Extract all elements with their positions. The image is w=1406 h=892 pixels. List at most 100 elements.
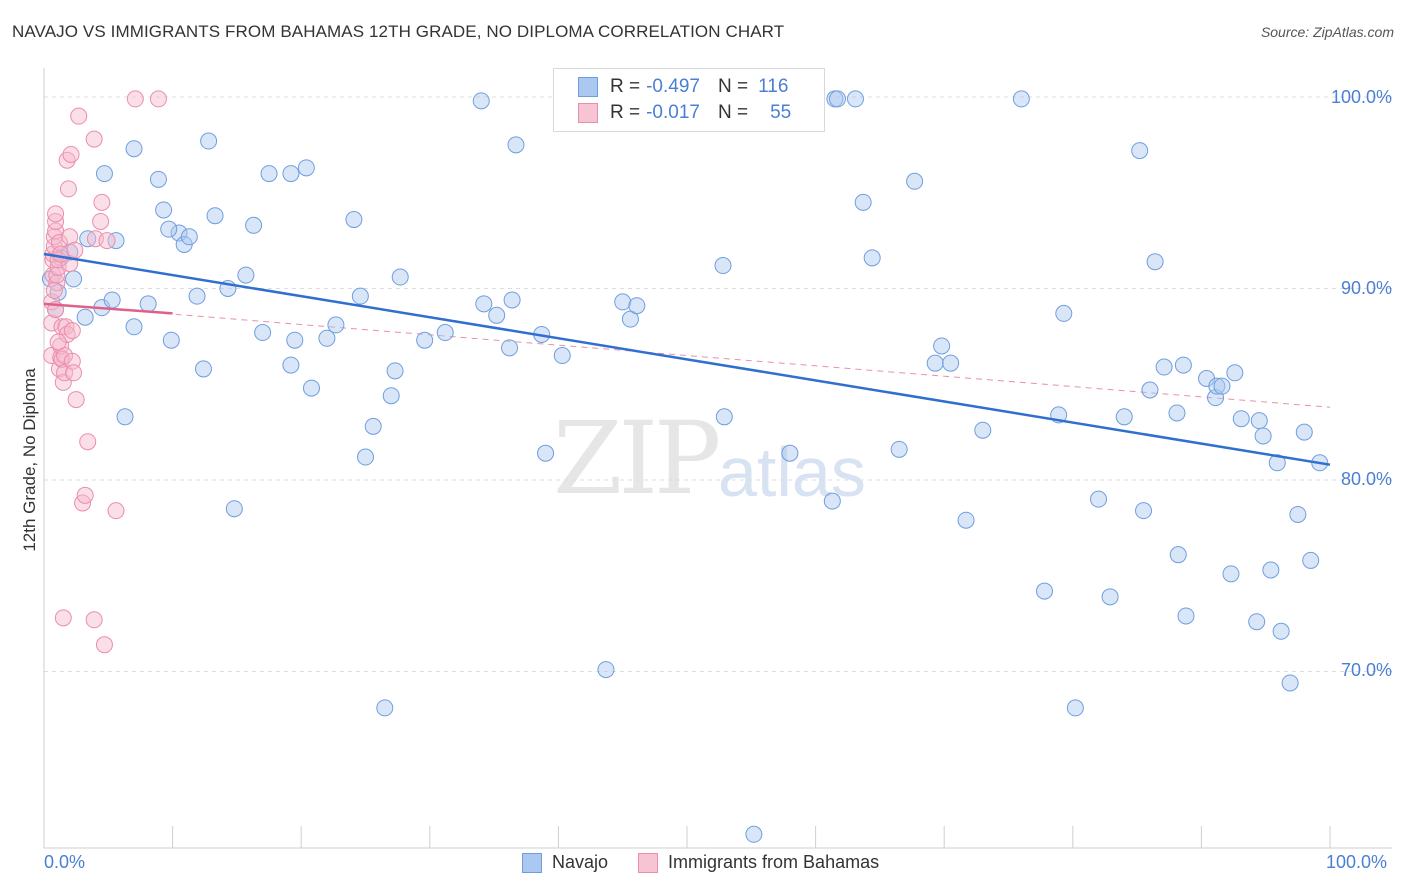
navajo-legend-swatch: [522, 852, 542, 873]
bahamas-point: [45, 281, 63, 299]
navajo-point: [351, 287, 369, 305]
bahamas-point: [70, 107, 88, 125]
bahamas-point: [85, 611, 103, 629]
navajo-point: [906, 172, 924, 190]
navajo-point: [781, 444, 799, 462]
navajo-point: [327, 316, 345, 334]
bahamas-swatch: [578, 103, 598, 123]
navajo-point: [503, 291, 521, 309]
navajo-point: [200, 132, 218, 150]
navajo-point: [116, 408, 134, 426]
stats-row-bahamas: R = -0.017 N = 55: [578, 101, 791, 125]
navajo-point: [76, 308, 94, 326]
bahamas-point: [76, 486, 94, 504]
navajo-point: [155, 201, 173, 219]
bahamas-point: [107, 502, 125, 520]
navajo-point: [416, 331, 434, 349]
navajo-point: [926, 354, 944, 372]
navajo-point: [1208, 377, 1226, 395]
navajo-point: [537, 444, 555, 462]
navajo-point: [597, 661, 615, 679]
navajo-point: [488, 306, 506, 324]
bahamas-point: [93, 193, 111, 211]
navajo-point: [933, 337, 951, 355]
navajo-point: [1135, 502, 1153, 520]
navajo-point: [890, 440, 908, 458]
navajo-point: [103, 291, 121, 309]
n-value: 55: [770, 102, 792, 123]
navajo-point: [1131, 142, 1149, 160]
y-tick-label-90: 90.0%: [1340, 278, 1392, 298]
navajo-point: [553, 347, 571, 365]
navajo-point: [260, 165, 278, 183]
navajo-point: [614, 293, 632, 311]
navajo-point: [1250, 412, 1268, 430]
watermark-atlas: atlas: [718, 433, 866, 511]
navajo-point: [225, 500, 243, 518]
navajo-point: [194, 360, 212, 378]
navajo-point: [472, 92, 490, 110]
navajo-point: [957, 511, 975, 529]
y-tick-label-80: 80.0%: [1340, 469, 1392, 489]
bahamas-point: [62, 145, 80, 163]
navajo-point: [1262, 561, 1280, 579]
x-tick-label-max: 100.0%: [1326, 852, 1388, 872]
navajo-point: [318, 329, 336, 347]
navajo-point: [139, 295, 157, 313]
navajo-point: [715, 408, 733, 426]
source-label: Source: ZipAtlas.com: [1260, 24, 1394, 40]
navajo-point: [107, 232, 125, 250]
navajo-point: [1295, 423, 1313, 441]
bahamas-point: [92, 212, 110, 230]
navajo-point: [1066, 699, 1084, 717]
bahamas-point: [98, 232, 116, 250]
navajo-point: [1055, 304, 1073, 322]
navajo-point: [1146, 253, 1164, 271]
navajo-point: [745, 825, 763, 843]
legend-item-bahamas[interactable]: Immigrants from Bahamas: [638, 852, 879, 873]
navajo-point: [1289, 505, 1307, 523]
legend-item-navajo[interactable]: Navajo: [522, 852, 608, 873]
r-value: -0.497: [646, 76, 700, 97]
n-label: N =: [717, 102, 749, 123]
navajo-point: [1281, 674, 1299, 692]
bahamas-point: [95, 636, 113, 654]
r-label: R =: [610, 102, 641, 123]
navajo-point: [188, 287, 206, 305]
navajo-point: [125, 140, 143, 158]
navajo-point: [1101, 588, 1119, 606]
y-tick-label-70: 70.0%: [1340, 660, 1392, 680]
navajo-point: [828, 90, 846, 108]
bahamas-point: [85, 130, 103, 148]
bahamas-point: [67, 391, 85, 409]
navajo-point: [357, 448, 374, 466]
bahamas-point: [54, 609, 72, 627]
bahamas-point: [149, 90, 167, 108]
navajo-point: [162, 331, 180, 349]
bahamas-point: [47, 205, 65, 223]
watermark-zip: ZIP: [553, 400, 721, 517]
r-label: R =: [610, 76, 641, 97]
navajo-point: [1174, 356, 1192, 374]
navajo-point: [95, 165, 113, 183]
n-label: N =: [717, 76, 749, 97]
legend-label-navajo: Navajo: [552, 852, 609, 872]
navajo-point: [1268, 454, 1286, 472]
navajo-point: [282, 356, 300, 374]
bahamas-legend-swatch: [638, 852, 659, 873]
y-axis-title: 12th Grade, No Diploma: [20, 368, 39, 552]
navajo-point: [386, 362, 404, 380]
navajo-point: [1090, 490, 1108, 508]
bahamas-point: [79, 433, 97, 451]
navajo-point: [282, 165, 300, 183]
navajo-point: [206, 207, 224, 225]
navajo-point: [507, 136, 525, 154]
navajo-point: [1248, 613, 1266, 631]
navajo-point: [160, 220, 178, 238]
navajo-point: [391, 268, 409, 286]
navajo-point: [345, 211, 363, 229]
navajo-point: [1213, 377, 1231, 395]
r-value: -0.017: [646, 102, 700, 123]
navajo-point: [436, 324, 454, 342]
